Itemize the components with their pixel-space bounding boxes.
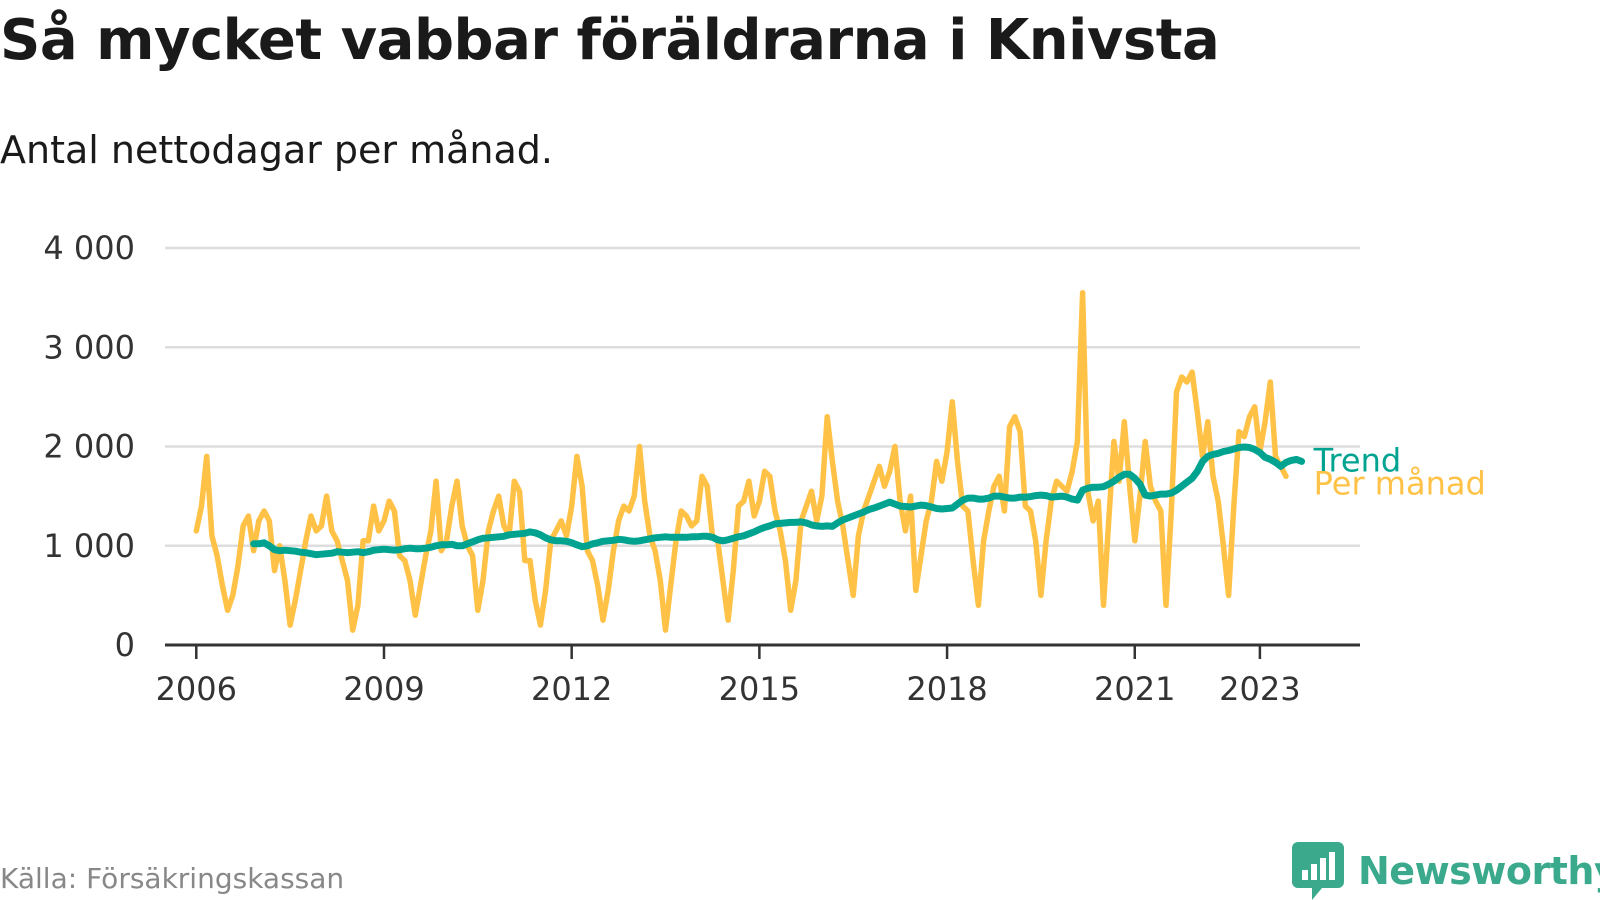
x-axis-ticks: 2006 2009 2012 2015 2018 2021 2023 (156, 643, 1360, 708)
x-tick-label: 2015 (719, 670, 800, 708)
x-tick-label: 2009 (343, 670, 424, 708)
gridlines (165, 246, 1360, 547)
y-tick-label: 0 (115, 626, 135, 664)
x-tick-label: 2021 (1094, 670, 1175, 708)
x-tick-label: 2023 (1219, 670, 1300, 708)
y-tick-label: 2 000 (43, 428, 135, 466)
series-label-trend: Trend (1313, 441, 1402, 479)
chart-subtitle: Antal nettodagar per månad. (0, 128, 554, 172)
newsworthy-logo[interactable]: Newsworthy (1292, 842, 1600, 900)
y-tick-label: 3 000 (43, 328, 135, 366)
y-tick-label: 1 000 (43, 527, 135, 565)
y-axis-ticks: 0 1 000 2 000 3 000 4 000 (43, 229, 135, 664)
brand-name: Newsworthy (1358, 849, 1600, 893)
x-tick-label: 2012 (531, 670, 612, 708)
chart-title: Så mycket vabbar föräldrarna i Knivsta (0, 8, 1220, 73)
series-label-per-manad: Per månad (1314, 464, 1486, 502)
y-tick-label: 4 000 (43, 229, 135, 267)
series-line-per-manad (193, 289, 1289, 633)
series-line-trend (250, 443, 1306, 559)
source-note: Källa: Försäkringskassan (0, 862, 345, 895)
newsworthy-logo-icon (1292, 842, 1344, 900)
series-lines (193, 289, 1306, 633)
x-tick-label: 2018 (906, 670, 987, 708)
x-tick-label: 2006 (156, 670, 237, 708)
